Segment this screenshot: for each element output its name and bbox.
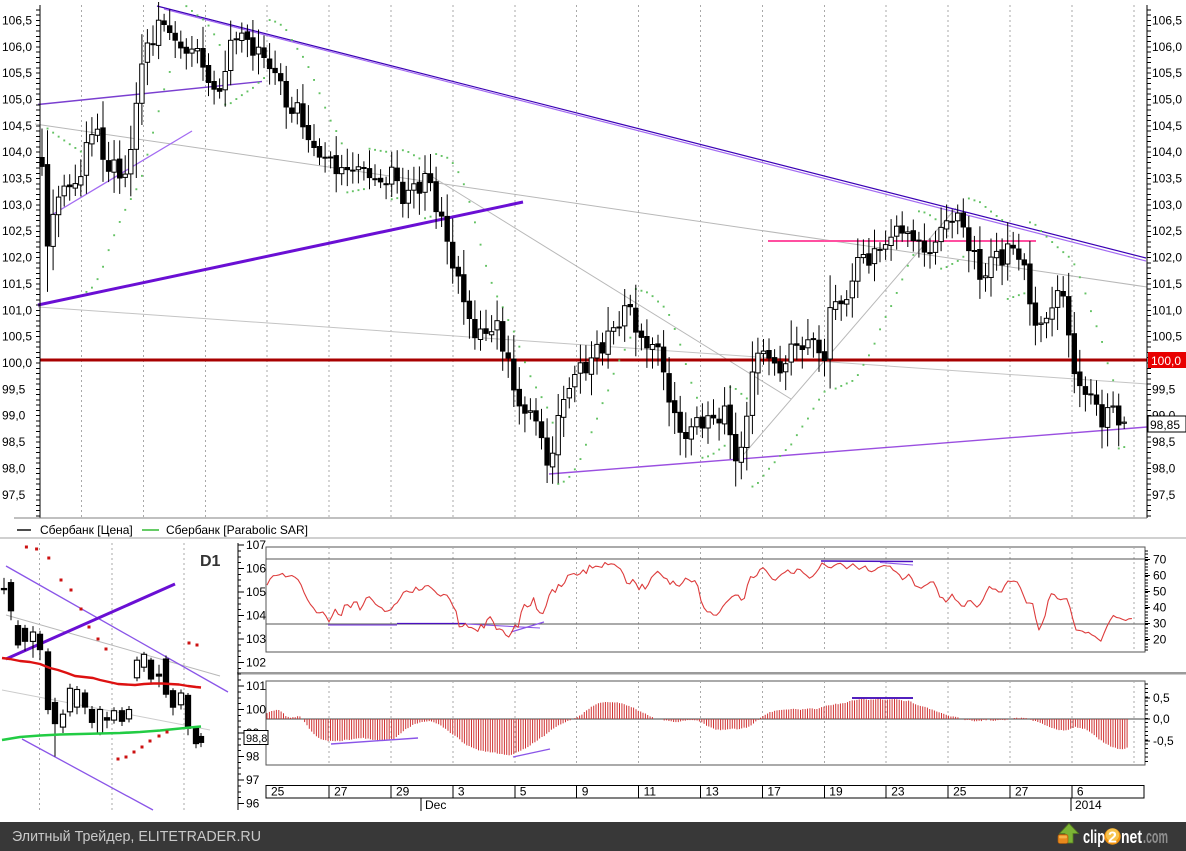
svg-text:97: 97 [246,773,260,787]
svg-text:19: 19 [829,785,843,799]
svg-text:100: 100 [246,703,266,717]
svg-text:101,5: 101,5 [2,277,32,291]
svg-text:98,0: 98,0 [2,461,26,475]
svg-text:3: 3 [458,785,465,799]
svg-text:98: 98 [246,750,260,764]
svg-text:Сбербанк [Цена]: Сбербанк [Цена] [40,523,133,537]
svg-text:105,5: 105,5 [1152,66,1182,80]
svg-text:101,5: 101,5 [1152,277,1182,291]
svg-text:Элитный Трейдер, ELITETRADER.R: Элитный Трейдер, ELITETRADER.RU [12,828,261,845]
svg-text:Dec: Dec [425,798,446,812]
svg-text:0,0: 0,0 [1153,712,1170,726]
svg-text:13: 13 [706,785,720,799]
svg-text:104,0: 104,0 [2,145,32,159]
svg-text:105,0: 105,0 [2,93,32,107]
svg-text:102,5: 102,5 [1152,224,1182,238]
svg-text:102,0: 102,0 [1152,251,1182,265]
svg-text:103,0: 103,0 [1152,198,1182,212]
svg-text:101: 101 [246,679,266,693]
svg-text:107: 107 [246,538,266,552]
svg-text:98,0: 98,0 [1152,461,1176,475]
svg-text:99,5: 99,5 [2,382,26,396]
svg-text:-0,5: -0,5 [1153,734,1174,748]
svg-text:29: 29 [396,785,410,799]
svg-text:100,5: 100,5 [2,330,32,344]
svg-text:99,5: 99,5 [1152,382,1176,396]
svg-text:9: 9 [582,785,589,799]
svg-text:104,0: 104,0 [1152,145,1182,159]
svg-text:103: 103 [246,632,266,646]
svg-text:27: 27 [334,785,348,799]
svg-text:105: 105 [246,585,266,599]
svg-text:103,5: 103,5 [1152,172,1182,186]
svg-text:6: 6 [1077,785,1084,799]
svg-text:106,5: 106,5 [2,13,32,27]
svg-text:98,5: 98,5 [2,435,26,449]
svg-text:98,85: 98,85 [1150,418,1180,432]
svg-text:97,5: 97,5 [2,488,26,502]
svg-text:Сбербанк [Parabolic SAR]: Сбербанк [Parabolic SAR] [166,523,308,537]
svg-text:99,0: 99,0 [2,409,26,423]
svg-text:103,0: 103,0 [2,198,32,212]
svg-text:104,5: 104,5 [2,119,32,133]
svg-text:105,0: 105,0 [1152,93,1182,107]
svg-text:106: 106 [246,562,266,576]
svg-text:clip: clip [1083,827,1105,847]
svg-text:96: 96 [246,797,260,811]
svg-text:25: 25 [271,785,285,799]
svg-text:.com: .com [1143,827,1168,847]
svg-text:11: 11 [644,785,657,799]
svg-text:97,5: 97,5 [1152,488,1176,502]
svg-text:23: 23 [891,785,905,799]
svg-text:104,5: 104,5 [1152,119,1182,133]
svg-text:100,5: 100,5 [1152,330,1182,344]
svg-text:2014: 2014 [1075,798,1102,812]
svg-text:101,0: 101,0 [1152,303,1182,317]
svg-text:27: 27 [1015,785,1029,799]
svg-text:30: 30 [1153,616,1167,630]
svg-text:40: 40 [1153,600,1167,614]
svg-text:17: 17 [767,785,781,799]
svg-text:2: 2 [1108,830,1117,847]
svg-text:60: 60 [1153,568,1167,582]
svg-text:100,0: 100,0 [1151,354,1181,368]
svg-text:106,0: 106,0 [1152,40,1182,54]
svg-text:106,5: 106,5 [1152,13,1182,27]
svg-text:102,0: 102,0 [2,251,32,265]
svg-text:98,5: 98,5 [1152,435,1176,449]
svg-text:25: 25 [953,785,967,799]
svg-text:103,5: 103,5 [2,172,32,186]
svg-text:98,8: 98,8 [246,733,267,745]
svg-text:105,5: 105,5 [2,66,32,80]
svg-text:101,0: 101,0 [2,303,32,317]
svg-text:5: 5 [520,785,527,799]
svg-text:0,5: 0,5 [1153,691,1170,705]
svg-text:D1: D1 [200,553,221,570]
svg-text:104: 104 [246,609,266,623]
svg-text:106,0: 106,0 [2,40,32,54]
svg-text:102,5: 102,5 [2,224,32,238]
svg-text:net: net [1121,827,1142,847]
svg-text:100,0: 100,0 [2,356,32,370]
svg-text:102: 102 [246,656,266,670]
svg-text:20: 20 [1153,632,1167,646]
svg-text:50: 50 [1153,584,1167,598]
svg-text:70: 70 [1153,552,1167,566]
